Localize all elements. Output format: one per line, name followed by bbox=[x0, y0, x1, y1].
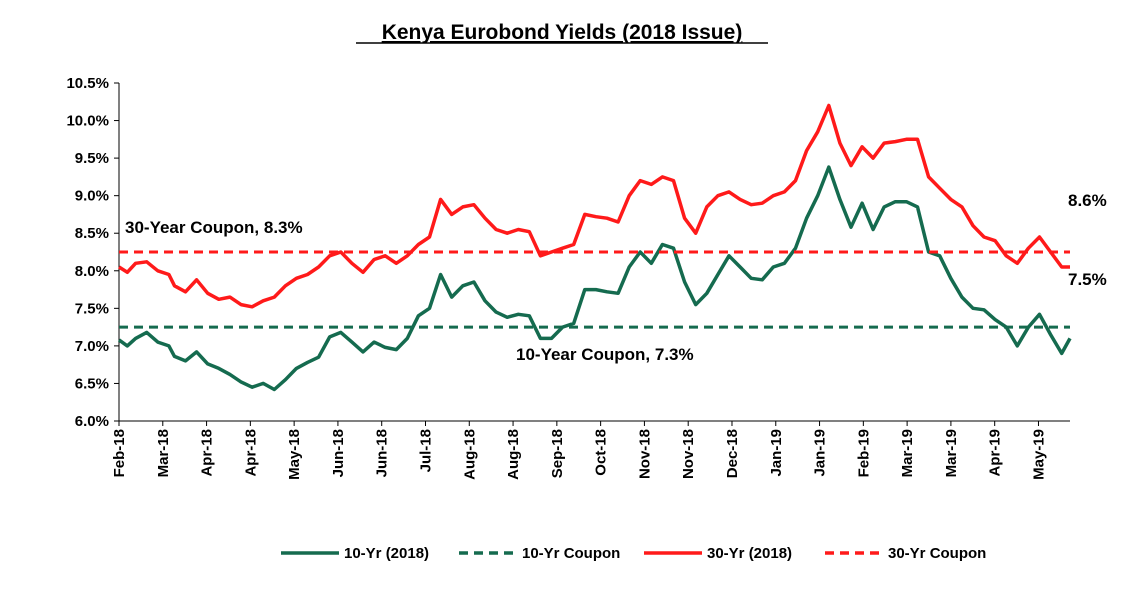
y-tick-label: 6.5% bbox=[75, 375, 109, 392]
annotation-10yr-coupon: 10-Year Coupon, 7.3% bbox=[516, 345, 694, 364]
x-tick-label: Feb-19 bbox=[855, 429, 872, 477]
y-tick-label: 8.0% bbox=[75, 263, 109, 280]
x-tick-label: Jan-19 bbox=[812, 429, 829, 477]
y-tick-label: 9.5% bbox=[75, 150, 109, 167]
x-tick-label: Jul-18 bbox=[417, 429, 434, 472]
x-tick-label: Jun-18 bbox=[374, 429, 391, 477]
x-tick-label: Aug-18 bbox=[461, 429, 478, 480]
annotation-10yr-latest: 7.5% bbox=[1068, 270, 1107, 289]
x-tick-label: Sep-18 bbox=[549, 429, 566, 478]
x-tick-label: Nov-18 bbox=[636, 429, 653, 479]
series-10-yr-2018 bbox=[117, 165, 1072, 392]
y-tick-label: 7.0% bbox=[75, 338, 109, 355]
y-tick-label: 8.5% bbox=[75, 225, 109, 242]
x-tick-label: Mar-18 bbox=[155, 429, 172, 477]
x-tick-label: May-18 bbox=[286, 429, 303, 480]
legend-label: 10-Yr (2018) bbox=[344, 545, 429, 562]
x-tick-label: Aug-18 bbox=[505, 429, 522, 480]
x-tick-label: Jan-19 bbox=[768, 429, 785, 477]
annotation-30yr-latest: 8.6% bbox=[1068, 191, 1107, 210]
x-tick-label: Jun-18 bbox=[330, 429, 347, 477]
plot-area bbox=[117, 103, 1072, 392]
y-tick-label: 10.5% bbox=[66, 75, 109, 92]
legend: 10-Yr (2018) 10-Yr Coupon 30-Yr (2018) 30-Y… bbox=[281, 545, 986, 562]
series-30-yr-2018 bbox=[118, 103, 1070, 309]
x-tick-label: Mar-19 bbox=[943, 429, 960, 477]
legend-label: 10-Yr Coupon bbox=[522, 545, 620, 562]
x-tick-label: Oct-18 bbox=[593, 429, 610, 476]
chart-title: Kenya Eurobond Yields (2018 Issue) bbox=[382, 21, 743, 44]
x-tick-label: Dec-18 bbox=[724, 429, 741, 478]
x-axis: Feb-18 Mar-18 Apr-18 Apr-18 May-18 Jun-18 Jun-… bbox=[111, 420, 1070, 480]
x-tick-label: Apr-18 bbox=[199, 429, 216, 477]
y-tick-label: 7.5% bbox=[75, 300, 109, 317]
legend-label: 30-Yr (2018) bbox=[707, 545, 792, 562]
y-tick-label: 6.0% bbox=[75, 413, 109, 430]
x-tick-label: Mar-19 bbox=[899, 429, 916, 477]
x-tick-label: Apr-19 bbox=[987, 429, 1004, 477]
x-tick-label: Nov-18 bbox=[680, 429, 697, 479]
y-tick-label: 10.0% bbox=[66, 113, 109, 130]
x-tick-label: Apr-18 bbox=[242, 429, 259, 477]
x-tick-label: May-19 bbox=[1030, 429, 1047, 480]
annotation-30yr-coupon: 30-Year Coupon, 8.3% bbox=[125, 218, 303, 237]
x-tick-label: Feb-18 bbox=[111, 429, 128, 477]
y-tick-label: 9.0% bbox=[75, 188, 109, 205]
legend-label: 30-Yr Coupon bbox=[888, 545, 986, 562]
y-axis: 6.0% 6.5% 7.0% 7.5% 8.0% 8.5% 9.0% 9.5% 10.0% 10.… bbox=[66, 75, 120, 430]
